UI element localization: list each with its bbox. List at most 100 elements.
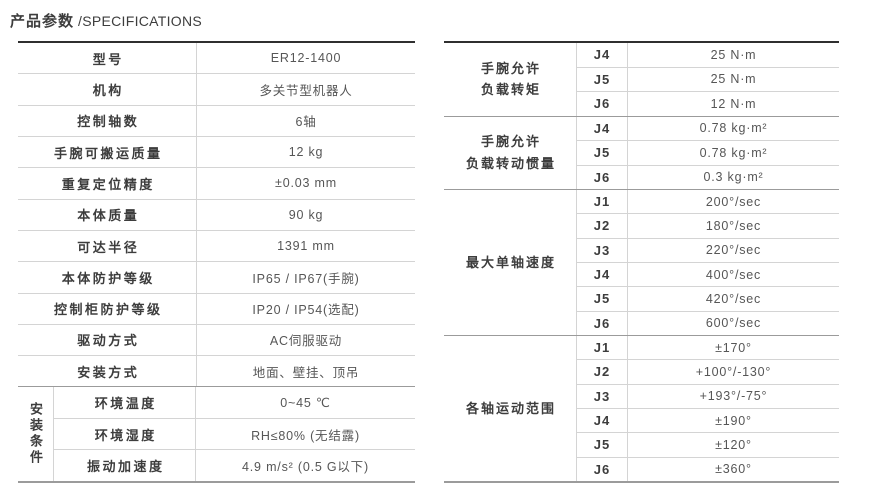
spec-row: J5 420°/sec [577,286,839,311]
spec-value: 180°/sec [705,218,762,233]
spec-label: 手腕可搬运质量 [18,136,197,168]
axis-label: J3 [577,238,628,262]
spec-value: ER12-1400 [270,51,342,66]
spec-label: 控制轴数 [18,105,197,136]
spec-value: 25 N·m [710,72,757,87]
spec-table-right: 手腕允许 负载转矩 J4 25 N·m J5 25 N·m J6 12 N·m 手腕允许 负载转动… [444,41,839,483]
spec-table-right-groups: 手腕允许 负载转矩 J4 25 N·m J5 25 N·m J6 12 N·m 手腕允许 负载转动… [444,43,839,481]
axis-label: J4 [577,262,628,287]
spec-row: J4 25 N·m [577,43,839,67]
spec-label: 本体质量 [18,199,197,230]
group-label: 手腕允许负载转动惯量 [444,116,577,189]
axis-label: J5 [577,287,628,311]
spec-row: J4 0.78 kg·m² [577,116,839,140]
page-title-en: /SPECIFICATIONS [78,13,203,29]
spec-row: 型号 ER12-1400 [18,43,415,74]
spec-row: 驱动方式 AC伺服驱动 [18,323,415,356]
group-label-line: 负载转动惯量 [465,155,556,171]
spec-value: ±170° [715,340,752,355]
axis-label: J5 [577,433,628,457]
install-conditions-group: 安装条件 环境温度 0~45 ℃ 环境湿度 RH≤80% (无结露) 振动加速度 4.9 … [18,386,415,481]
spec-value: +193°/-75° [699,389,768,404]
spec-value: IP65 / IP67(手腕) [252,271,360,286]
spec-value: 12 kg [288,145,324,160]
spec-value: 400°/sec [705,267,762,282]
spec-row: 安装方式 地面、壁挂、顶吊 [18,355,415,387]
spec-label: 本体防护等级 [18,262,197,293]
spec-row: J5 25 N·m [577,66,839,91]
spec-value: +100°/-130° [695,364,772,379]
spec-row: J4 ±190° [577,407,839,433]
spec-row: J6 12 N·m [577,91,839,116]
group-rows: J4 0.78 kg·m² J5 0.78 kg·m² J6 0.3 kg·m² [577,116,839,189]
spec-label: 控制柜防护等级 [18,293,197,324]
axis-label: J4 [577,43,628,67]
axis-label: J6 [577,311,628,335]
spec-group: 最大单轴速度 J1 200°/sec J2 180°/sec J3 220°/sec J4 40… [444,189,839,335]
group-label: 最大单轴速度 [444,190,577,335]
spec-label: 振动加速度 [54,450,196,481]
spec-value: ±190° [715,413,752,428]
spec-row: 环境温度 0~45 ℃ [54,387,415,418]
spec-row: 振动加速度 4.9 m/s² (0.5 G以下) [54,449,415,481]
spec-row: 控制轴数 6轴 [18,104,415,136]
spec-value: AC伺服驱动 [269,334,343,349]
spec-row: J5 ±120° [577,432,839,457]
spec-label: 安装方式 [18,356,197,387]
install-conditions-label: 安装条件 [18,387,54,481]
group-rows: J4 25 N·m J5 25 N·m J6 12 N·m [577,43,839,116]
spec-row: 本体质量 90 kg [18,198,415,230]
spec-value: ±0.03 mm [275,176,337,191]
spec-label: 可达半径 [18,230,197,262]
spec-row: J6 ±360° [577,456,839,481]
axis-label: J2 [577,360,628,384]
spec-value: 多关节型机器人 [259,83,353,98]
spec-row: 手腕可搬运质量 12 kg [18,135,415,168]
spec-value: 12 N·m [710,96,757,111]
spec-value: 4.9 m/s² (0.5 G以下) [242,460,369,475]
axis-label: J6 [577,165,628,189]
spec-row: 机构 多关节型机器人 [18,73,415,105]
group-label-line: 手腕允许 [480,134,541,150]
spec-row: 环境湿度 RH≤80% (无结露) [54,417,415,450]
spec-row: J3 +193°/-75° [577,383,839,408]
axis-label: J5 [577,141,628,165]
spec-value: 200°/sec [705,194,762,209]
spec-value: 0~45 ℃ [280,396,331,411]
group-rows: J1 200°/sec J2 180°/sec J3 220°/sec J4 400°/sec… [577,190,839,335]
spec-value: 0.78 kg·m² [699,121,768,136]
spec-row: 重复定位精度 ±0.03 mm [18,167,415,199]
spec-row: J1 ±170° [577,336,839,360]
spec-group: 手腕允许 负载转动惯量 J4 0.78 kg·m² J5 0.78 kg·m² J6 0.3 … [444,115,839,189]
page-title: 产品参数/SPECIFICATIONS [10,10,202,31]
spec-label: 环境湿度 [54,418,196,450]
spec-table-left-rows: 型号 ER12-1400 机构 多关节型机器人控制轴数 6轴 手腕可搬运质量 12 kg 重复… [18,43,415,387]
spec-row: J1 200°/sec [577,190,839,214]
axis-label: J4 [577,408,628,433]
spec-row: J6 600°/sec [577,310,839,335]
spec-value: RH≤80% (无结露) [251,428,360,443]
spec-value: 600°/sec [705,316,762,331]
spec-label: 机构 [18,74,197,105]
group-label: 手腕允许 负载转矩 [444,43,577,116]
spec-label: 重复定位精度 [18,168,197,199]
spec-value: 0.3 kg·m² [703,170,764,185]
group-label-line: 最大单轴速度 [465,254,556,270]
spec-table-left: 型号 ER12-1400 机构 多关节型机器人控制轴数 6轴 手腕可搬运质量 12 kg 重复… [18,41,415,483]
spec-row: 控制柜防护等级 IP20 / IP54(选配) [18,292,415,324]
spec-row: J2 180°/sec [577,213,839,238]
spec-row: J5 0.78 kg·m² [577,140,839,165]
spec-row: J4 400°/sec [577,261,839,287]
group-label-line: 负载转矩 [480,82,541,98]
spec-value: 220°/sec [705,243,762,258]
spec-row: J2 +100°/-130° [577,359,839,384]
spec-label: 驱动方式 [18,324,197,356]
spec-value: 1391 mm [277,239,335,254]
axis-label: J3 [577,384,628,408]
axis-label: J2 [577,214,628,238]
axis-label: J4 [577,116,628,140]
spec-value: ±360° [715,462,752,477]
spec-label: 环境温度 [54,387,196,418]
spec-value: IP20 / IP54(选配) [252,303,360,318]
